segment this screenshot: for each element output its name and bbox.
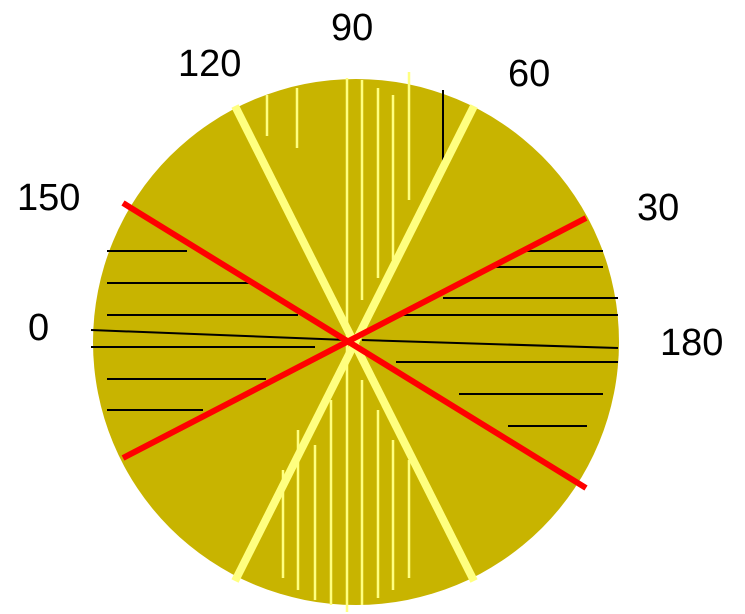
label-120: 120 <box>178 43 241 85</box>
label-0: 0 <box>28 307 49 349</box>
horizontal-black-line <box>90 329 348 341</box>
label-180: 180 <box>660 322 723 364</box>
diagonal-red-lines <box>121 200 588 491</box>
label-30: 30 <box>637 187 679 229</box>
label-90: 90 <box>331 7 373 49</box>
red-line-150 <box>121 200 588 491</box>
horizontal-black-lines <box>90 90 619 427</box>
label-60: 60 <box>508 53 550 95</box>
label-150: 150 <box>17 177 80 219</box>
vertical-yellow-lines <box>265 72 411 612</box>
red-line-30 <box>121 215 588 461</box>
horizontal-black-line <box>361 339 619 349</box>
